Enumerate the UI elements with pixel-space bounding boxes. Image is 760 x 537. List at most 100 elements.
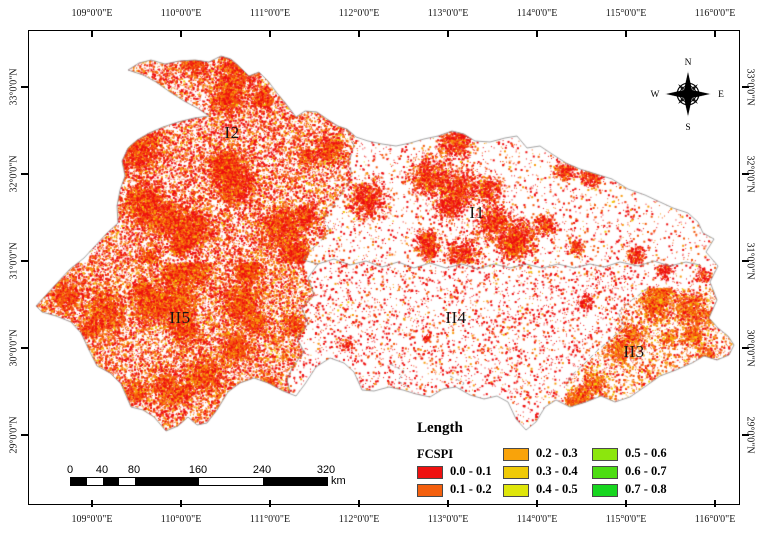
scale-bar-segment bbox=[103, 478, 119, 485]
axis-tick-label: 112°0'0"E bbox=[338, 8, 380, 19]
legend-range-label: 0.2 - 0.3 bbox=[536, 446, 578, 460]
axis-tick bbox=[625, 30, 627, 37]
axis-tick bbox=[91, 30, 93, 37]
axis-tick bbox=[358, 30, 360, 37]
legend-range-label: 0.5 - 0.6 bbox=[625, 446, 667, 460]
axis-tick-label: 31°0'0"N bbox=[8, 242, 20, 280]
compass-e-label: E bbox=[718, 90, 724, 100]
compass-inner-ring bbox=[679, 85, 697, 103]
axis-tick-label: 112°0'0"E bbox=[338, 514, 380, 525]
axis-tick bbox=[742, 347, 749, 349]
axis-tick-label: 109°0'0"E bbox=[71, 514, 113, 525]
region-label-i1: I1 bbox=[469, 203, 485, 222]
compass-w-label: W bbox=[651, 90, 660, 100]
axis-tick-label: 31°0'0"N bbox=[744, 242, 756, 280]
legend-swatch bbox=[592, 448, 618, 461]
legend-title: Length bbox=[417, 420, 463, 436]
axis-tick-label: 109°0'0"E bbox=[71, 8, 113, 19]
axis-tick bbox=[536, 500, 538, 507]
axis-tick bbox=[447, 30, 449, 37]
axis-tick bbox=[21, 173, 28, 175]
scale-bar-segment bbox=[119, 478, 135, 485]
axis-tick bbox=[180, 500, 182, 507]
axis-tick-label: 116°0'0"E bbox=[694, 8, 736, 19]
scale-bar-number: 240 bbox=[252, 464, 272, 476]
axis-tick-label: 110°0'0"E bbox=[160, 514, 202, 525]
region-label-ii5: II5 bbox=[169, 308, 191, 327]
scale-bar-segment bbox=[71, 478, 87, 485]
axis-tick-label: 30°0'0"N bbox=[744, 329, 756, 367]
axis-tick bbox=[447, 500, 449, 507]
legend-range-label: 0.4 - 0.5 bbox=[536, 482, 578, 496]
axis-tick-label: 114°0'0"E bbox=[516, 514, 558, 525]
axis-tick-label: 111°0'0"E bbox=[249, 8, 291, 19]
legend: Length FCSPI 0.0 - 0.1 0.1 - 0.2 0.2 - 0.3… bbox=[410, 418, 758, 516]
legend-swatch bbox=[417, 484, 443, 497]
axis-tick-label: 115°0'0"E bbox=[605, 514, 647, 525]
axis-tick bbox=[21, 347, 28, 349]
legend-range-label: 0.6 - 0.7 bbox=[625, 464, 667, 478]
axis-tick bbox=[269, 30, 271, 37]
axis-tick bbox=[536, 30, 538, 37]
axis-tick-label: 110°0'0"E bbox=[160, 8, 202, 19]
axis-tick bbox=[742, 86, 749, 88]
scale-bar-segment bbox=[87, 478, 103, 485]
compass-rose: N E S W bbox=[651, 58, 725, 133]
axis-tick bbox=[625, 500, 627, 507]
axis-tick-label: 115°0'0"E bbox=[605, 8, 647, 19]
axis-tick-label: 32°0'0"N bbox=[744, 155, 756, 193]
axis-tick bbox=[269, 500, 271, 507]
axis-tick-label: 30°0'0"N bbox=[8, 329, 20, 367]
scale-bar-number: 320 bbox=[316, 464, 336, 476]
region-label-ii3: II3 bbox=[623, 342, 645, 361]
scale-bar-number: 80 bbox=[127, 464, 141, 476]
axis-tick bbox=[21, 434, 28, 436]
axis-tick bbox=[714, 500, 716, 507]
axis-tick bbox=[742, 173, 749, 175]
axis-tick bbox=[358, 500, 360, 507]
scale-bar-number: 0 bbox=[66, 464, 74, 476]
compass-center-diamond bbox=[681, 87, 695, 101]
scale-bar-unit: km bbox=[331, 475, 346, 487]
region-label-ii4: II4 bbox=[445, 308, 467, 327]
axis-tick bbox=[91, 500, 93, 507]
legend-range-label: 0.0 - 0.1 bbox=[450, 464, 492, 478]
scale-bar-segment bbox=[199, 478, 263, 485]
legend-range-label: 0.3 - 0.4 bbox=[536, 464, 578, 478]
legend-range-label: 0.1 - 0.2 bbox=[450, 482, 492, 496]
axis-tick bbox=[714, 30, 716, 37]
scale-bar-number: 160 bbox=[188, 464, 208, 476]
region-label-i2: I2 bbox=[224, 123, 240, 142]
axis-tick-label: 116°0'0"E bbox=[694, 514, 736, 525]
axis-tick-label: 111°0'0"E bbox=[249, 514, 291, 525]
legend-swatch bbox=[503, 484, 529, 497]
axis-tick-label: 33°0'0"N bbox=[8, 68, 20, 106]
legend-subtitle: FCSPI bbox=[417, 447, 454, 461]
axis-tick-label: 113°0'0"E bbox=[427, 514, 469, 525]
scale-bar: 0 40 80 160 240 320 km bbox=[66, 464, 370, 488]
legend-range-label: 0.7 - 0.8 bbox=[625, 482, 667, 496]
scale-bar-segment bbox=[135, 478, 199, 485]
legend-swatch bbox=[503, 466, 529, 479]
axis-tick bbox=[742, 260, 749, 262]
scale-bar-segment bbox=[263, 478, 327, 485]
axis-tick-label: 114°0'0"E bbox=[516, 8, 558, 19]
legend-swatch bbox=[592, 466, 618, 479]
scale-bar-segments bbox=[70, 477, 328, 486]
axis-tick-label: 32°0'0"N bbox=[8, 155, 20, 193]
legend-swatch bbox=[592, 484, 618, 497]
axis-tick-label: 29°0'0"N bbox=[8, 416, 20, 454]
axis-tick bbox=[21, 86, 28, 88]
axis-tick bbox=[742, 434, 749, 436]
scale-bar-number: 40 bbox=[95, 464, 109, 476]
axis-tick bbox=[21, 260, 28, 262]
map-frame bbox=[28, 30, 740, 505]
axis-tick-label: 33°0'0"N bbox=[744, 68, 756, 106]
compass-outer-ring bbox=[676, 82, 700, 106]
axis-tick bbox=[180, 30, 182, 37]
axis-tick-label: 113°0'0"E bbox=[427, 8, 469, 19]
legend-swatch bbox=[503, 448, 529, 461]
compass-s-label: S bbox=[685, 123, 690, 133]
